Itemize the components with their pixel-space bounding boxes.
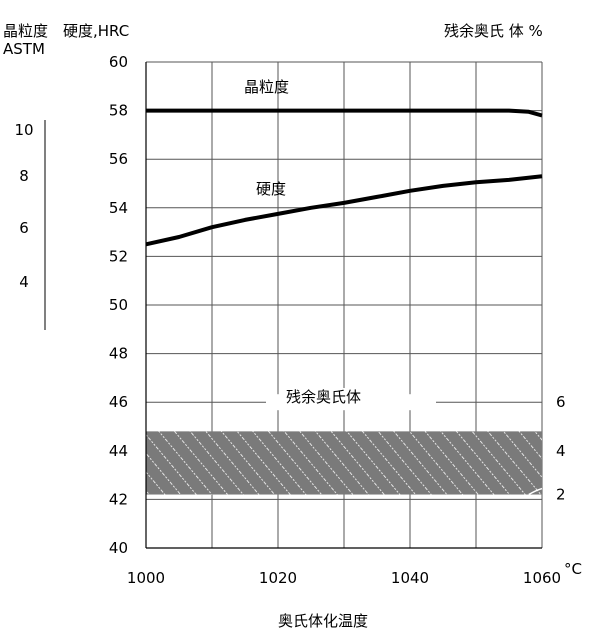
series-label-grain-size: 晶粒度 xyxy=(244,78,290,96)
series-label-hardness: 硬度 xyxy=(256,180,287,198)
y-tick-label: 44 xyxy=(109,442,128,460)
y-tick-label: 60 xyxy=(109,53,128,71)
y-tick-label: 58 xyxy=(109,102,128,120)
retained-austenite-band xyxy=(146,394,543,496)
grain-size-tick-label: 4 xyxy=(19,273,29,291)
band-fill xyxy=(146,431,542,495)
y-tick-label: 42 xyxy=(109,490,128,508)
hardness-axis-label: 硬度,HRC xyxy=(63,22,130,40)
y-tick-label: 56 xyxy=(109,150,128,168)
y-tick-label: 48 xyxy=(109,345,128,363)
grain-size-tick-label: 10 xyxy=(14,121,33,139)
grain-size-tick-label: 6 xyxy=(19,219,29,237)
right-tick-label: 2 xyxy=(556,486,566,504)
x-axis-unit: °C xyxy=(564,560,582,578)
x-tick-label: 1020 xyxy=(259,569,297,587)
series-lines xyxy=(145,108,543,247)
band-edge xyxy=(528,487,543,496)
y-tick-label: 46 xyxy=(109,393,128,411)
retained-austenite-axis-label: 残余奥氏 体 % xyxy=(444,22,543,40)
x-tick-label: 1000 xyxy=(127,569,165,587)
y-tick-label: 52 xyxy=(109,247,128,265)
y-tick-label: 54 xyxy=(109,199,128,217)
series-line-1 xyxy=(145,174,543,247)
series-line-0 xyxy=(146,108,543,118)
band-label-retained-austenite: 残余奥氏体 xyxy=(282,388,366,406)
x-axis-title: 奥氏体化温度 xyxy=(278,612,369,630)
y-tick-label: 50 xyxy=(109,296,128,314)
right-tick-label: 4 xyxy=(556,442,566,460)
x-tick-label: 1040 xyxy=(391,569,429,587)
grain-size-axis-unit: ASTM xyxy=(3,40,45,58)
right-tick-label: 6 xyxy=(556,393,566,411)
grain-size-tick-label: 8 xyxy=(19,167,29,185)
grain-size-axis-label: 晶粒度 xyxy=(3,22,49,40)
y-tick-label: 40 xyxy=(109,539,128,557)
x-tick-label: 1060 xyxy=(523,569,561,587)
axes xyxy=(44,62,542,549)
